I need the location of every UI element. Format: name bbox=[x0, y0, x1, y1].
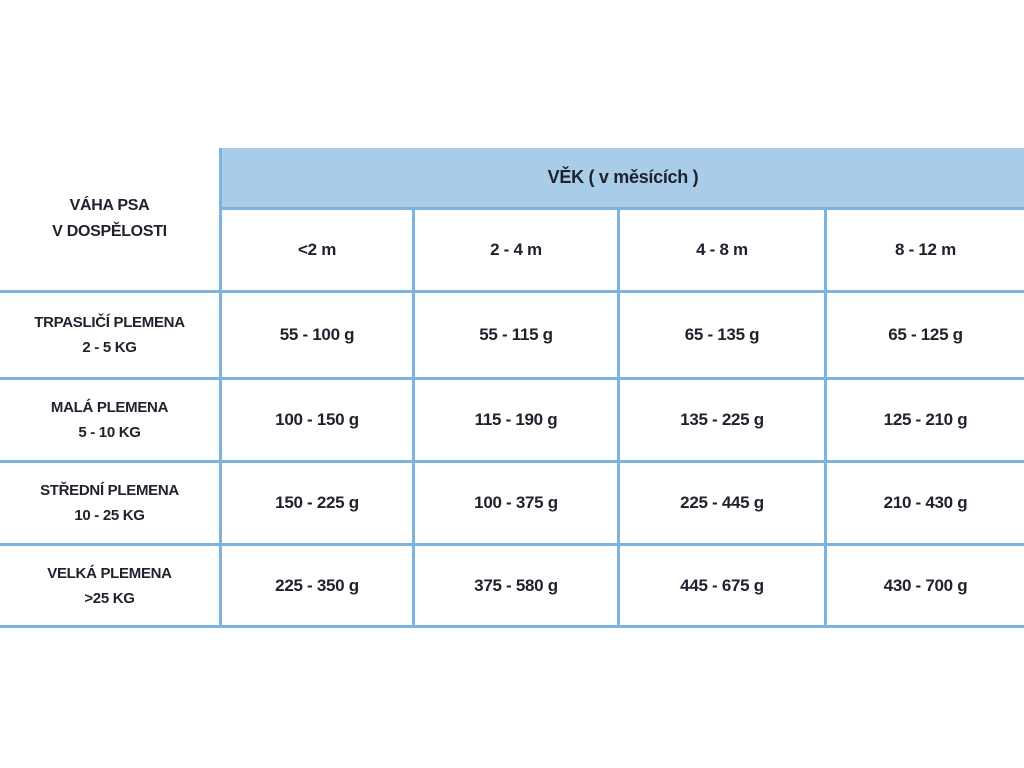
table-cell: 150 - 225 g bbox=[222, 463, 415, 546]
row-header-line1: STŘEDNÍ PLEMENA bbox=[40, 482, 179, 499]
row-header-line2: >25 KG bbox=[84, 589, 135, 607]
row-header-line2: 5 - 10 KG bbox=[78, 424, 141, 441]
column-header-age-2: 2 - 4 m bbox=[415, 210, 620, 293]
row-header-small-breeds: MALÁ PLEMENA 5 - 10 KG bbox=[0, 380, 222, 463]
table-cell: 430 - 700 g bbox=[827, 546, 1024, 628]
column-header-age-3: 4 - 8 m bbox=[620, 210, 827, 293]
table-cell: 210 - 430 g bbox=[827, 463, 1024, 546]
row-header-line1: TRPASLIČÍ PLEMENA bbox=[34, 314, 185, 331]
table-cell: 225 - 445 g bbox=[620, 463, 827, 546]
row-header-dwarf-breeds: TRPASLIČÍ PLEMENA 2 - 5 KG bbox=[0, 293, 222, 380]
corner-header-line2: V DOSPĚLOSTI bbox=[52, 223, 167, 240]
table-cell: 55 - 100 g bbox=[222, 293, 415, 380]
table-cell: 100 - 150 g bbox=[222, 380, 415, 463]
table-cell: 100 - 375 g bbox=[415, 463, 620, 546]
column-header-age-4: 8 - 12 m bbox=[827, 210, 1024, 293]
feeding-table: VÁHA PSA V DOSPĚLOSTI VĚK ( v měsících )… bbox=[0, 148, 1024, 628]
table-cell: 135 - 225 g bbox=[620, 380, 827, 463]
corner-header-line1: VÁHA PSA bbox=[69, 197, 150, 214]
row-header-line2: 2 - 5 KG bbox=[82, 339, 137, 356]
corner-header: VÁHA PSA V DOSPĚLOSTI bbox=[0, 148, 222, 293]
row-header-medium-breeds: STŘEDNÍ PLEMENA 10 - 25 KG bbox=[0, 463, 222, 546]
table-cell: 65 - 135 g bbox=[620, 293, 827, 380]
table-cell: 375 - 580 g bbox=[415, 546, 620, 628]
table-cell: 65 - 125 g bbox=[827, 293, 1024, 380]
row-header-line1: VELKÁ PLEMENA bbox=[47, 564, 172, 582]
column-header-age-1: <2 m bbox=[222, 210, 415, 293]
table-cell: 445 - 675 g bbox=[620, 546, 827, 628]
table-cell: 125 - 210 g bbox=[827, 380, 1024, 463]
row-header-line2: 10 - 25 KG bbox=[74, 507, 145, 524]
row-header-large-breeds: VELKÁ PLEMENA >25 KG bbox=[0, 546, 222, 628]
table-cell: 225 - 350 g bbox=[222, 546, 415, 628]
table-cell: 55 - 115 g bbox=[415, 293, 620, 380]
age-header-banner: VĚK ( v měsících ) bbox=[222, 148, 1024, 210]
table-cell: 115 - 190 g bbox=[415, 380, 620, 463]
row-header-line1: MALÁ PLEMENA bbox=[50, 399, 169, 416]
age-header-title: VĚK ( v měsících ) bbox=[547, 167, 699, 187]
